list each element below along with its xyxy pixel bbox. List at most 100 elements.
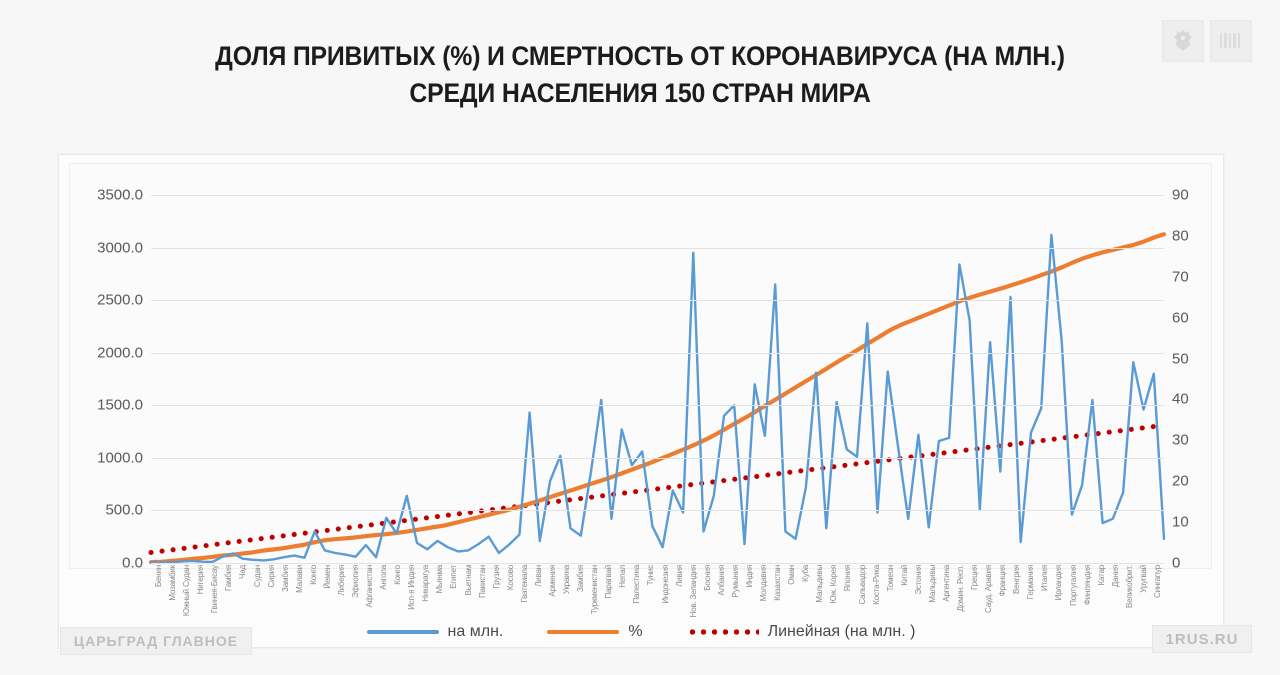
legend-swatch-line <box>547 630 620 634</box>
x-axis-tick-label: Уругвай <box>1138 565 1148 593</box>
y-axis-left-tick: 2500.0 <box>97 291 143 309</box>
x-axis-tick-label: Замбия <box>280 565 290 592</box>
gridline <box>151 247 1164 249</box>
y-axis-left-tick: 500.0 <box>105 501 143 519</box>
x-axis-tick-label: Куба <box>801 565 811 582</box>
x-axis-tick-label: Гамбия <box>224 565 234 591</box>
x-axis-tick-label: Либерия <box>336 565 346 596</box>
gridline <box>151 300 1164 302</box>
x-axis-tick-label: Молдавия <box>759 565 769 602</box>
x-axis-tick-label: Ливия <box>674 565 684 587</box>
x-axis-tick-label: Грузия <box>491 565 501 589</box>
brand-mark-icon <box>1210 20 1252 62</box>
x-axis-tick-label: Косово <box>505 565 515 591</box>
y-axis-right-tick: 90 <box>1172 186 1189 204</box>
gridline <box>151 195 1164 196</box>
legend-item[interactable]: % <box>547 623 643 641</box>
x-axis-tick-label: Пакистан <box>477 565 487 599</box>
legend-swatch-dotted <box>686 629 759 635</box>
y-axis-left-tick: 0.0 <box>122 554 143 572</box>
x-axis-tick-label: Ирландия <box>1054 565 1064 601</box>
x-axis-tick-label: Афганистан <box>365 565 375 608</box>
x-axis-tick-label: Китай <box>899 565 909 586</box>
y-axis-right-tick: 80 <box>1172 227 1189 245</box>
legend-label: на млн. <box>447 623 504 640</box>
x-axis-tick-label: Эфиопия <box>351 565 360 598</box>
x-axis-tick-label: Тунис <box>646 565 656 586</box>
title-line-1: ДОЛЯ ПРИВИТЫХ (%) И СМЕРТНОСТЬ ОТ КОРОНА… <box>215 41 1065 71</box>
x-axis-tick-label: Финляндия <box>1082 565 1092 606</box>
x-axis-tick-label: Сирия <box>266 565 276 588</box>
y-axis-right-tick: 10 <box>1172 513 1189 531</box>
gridline <box>151 457 1164 459</box>
trend-line-series <box>148 422 1167 555</box>
x-axis-tick-label: Мальдивы <box>927 565 937 603</box>
x-axis-tick-label: Гватемала <box>519 565 529 603</box>
plot-area <box>148 195 1167 565</box>
x-axis-tick-label: Гвинея-Бисау <box>210 565 220 614</box>
x-axis-tick-label: Малави <box>294 565 304 593</box>
x-axis-tick-label: Бенин <box>154 565 164 588</box>
x-axis-tick-label: Эстония <box>913 565 923 595</box>
watermark-bottom-left: ЦАРЬГРАД ГЛАВНОЕ <box>60 627 252 655</box>
x-axis-tick-label: Ливан <box>533 565 543 587</box>
deaths-per-million-series <box>149 233 1166 564</box>
x-axis-tick-label: Казахстан <box>773 565 783 601</box>
x-axis-tick-label: Армения <box>547 565 557 597</box>
x-axis-tick-label: Япония <box>843 565 853 592</box>
y-axis-right-tick: 70 <box>1172 268 1189 286</box>
vaccination-rate-series <box>148 232 1167 565</box>
x-axis-tick-label: Оман <box>787 565 797 585</box>
x-axis-tick-label: Сауд. Аравия <box>984 565 994 613</box>
gridline <box>151 563 1164 564</box>
legend-swatch-line <box>366 630 439 634</box>
x-axis-tick-label: Никарагуа <box>421 565 431 602</box>
x-axis-tick-label: Венгрия <box>1012 565 1022 594</box>
x-axis-tick-label: Италия <box>1040 565 1050 592</box>
y-axis-left-tick: 1000.0 <box>97 449 143 467</box>
x-axis-tick-label: Катар <box>1096 565 1106 586</box>
legend-label: % <box>628 623 643 640</box>
x-axis-tick-label: Босния <box>702 565 712 591</box>
x-axis-tick-label: Коста-Рика <box>871 565 881 605</box>
x-axis-tick-label: Великобрит. <box>1124 565 1134 608</box>
y-axis-right-tick: 50 <box>1172 350 1189 368</box>
x-axis-tick-label: Румыния <box>730 565 740 598</box>
logo-group <box>1162 20 1252 62</box>
x-axis-tick-label: Исп-я Индия <box>407 565 417 610</box>
legend-item[interactable]: Линейная (на млн. ) <box>686 623 916 641</box>
x-axis-tick-label: Вьетнам <box>463 565 473 596</box>
x-axis-tick-label: Германия <box>1026 565 1036 600</box>
x-axis-tick-label: Непал <box>618 565 628 588</box>
title-line-2: СРЕДИ НАСЕЛЕНИЯ 150 СТРАН МИРА <box>409 78 871 108</box>
x-axis-tick-label: Томеон <box>885 565 895 592</box>
y-axis-right-tick: 30 <box>1172 431 1189 449</box>
legend-item[interactable]: на млн. <box>366 623 504 641</box>
x-axis-tick-label: Конго <box>393 565 403 585</box>
crest-icon <box>1162 20 1204 62</box>
x-axis-tick-label: Аргентина <box>941 565 951 602</box>
x-axis-tick-label: Мальдивы <box>815 565 825 603</box>
x-axis-tick-label: Конго <box>308 565 318 585</box>
legend-label: Линейная (на млн. ) <box>767 623 916 640</box>
x-axis-tick-label: Египет <box>449 565 459 589</box>
y-axis-left-tick: 3500.0 <box>97 186 143 204</box>
x-axis-tick-label: Индия <box>744 565 754 588</box>
page-title: ДОЛЯ ПРИВИТЫХ (%) И СМЕРТНОСТЬ ОТ КОРОНА… <box>134 38 1146 112</box>
x-axis-tick-label: Мьянма <box>435 565 445 594</box>
x-axis-tick-label: Замбия <box>576 565 586 592</box>
x-axis-tick-label: Албания <box>716 565 726 596</box>
y-axis-left-tick: 1500.0 <box>97 396 143 414</box>
gridline <box>151 352 1164 354</box>
y-axis-left: 0.0 500.0 1000.0 1500.0 2000.0 2500.0 3000.0 35… <box>59 187 143 572</box>
x-axis-tick-label: Туркменистан <box>590 565 600 615</box>
x-axis-tick-label: Нов. Зеландия <box>688 565 698 618</box>
series-layer <box>148 232 1167 565</box>
watermark-bottom-right: 1RUS.RU <box>1152 625 1252 653</box>
header: ДОЛЯ ПРИВИТЫХ (%) И СМЕРТНОСТЬ ОТ КОРОНА… <box>0 0 1280 140</box>
y-axis-right-tick: 40 <box>1172 390 1189 408</box>
y-axis-right-tick: 60 <box>1172 309 1189 327</box>
chart-legend: на млн.% Линейная (на млн. ) <box>59 623 1223 641</box>
x-axis-tick-label: Судан <box>252 565 262 588</box>
x-axis-tick-label: Мозамбик <box>168 565 178 601</box>
